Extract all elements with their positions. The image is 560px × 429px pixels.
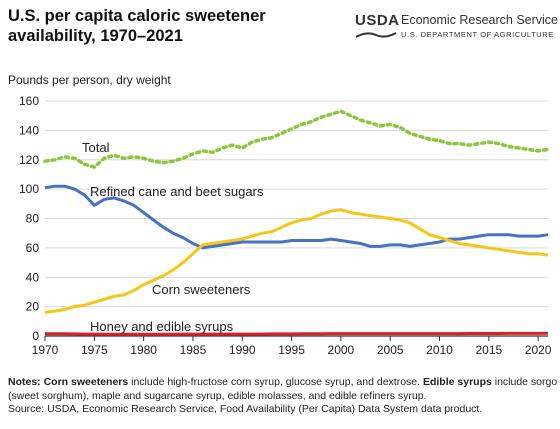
x-tick-label: 1995 [278, 343, 305, 357]
y-tick-label: 60 [26, 241, 40, 255]
notes-prefix: Notes: [8, 376, 44, 388]
notes-text-syrups: include sorgo (sweet sorghum), maple and… [8, 376, 558, 402]
x-tick-label: 2015 [475, 343, 502, 357]
y-tick-label: 100 [19, 182, 39, 196]
series-label: Corn sweeteners [152, 282, 251, 297]
series-line-refined-cane-and-beet-sugars [44, 184, 549, 250]
series-line-corn-sweeteners [44, 208, 549, 314]
x-tick-label: 2000 [328, 343, 355, 357]
x-tick-label: 2020 [525, 343, 552, 357]
x-tick-label: 2010 [426, 343, 453, 357]
notes-term-syrups: Edible syrups [422, 376, 492, 388]
series-line-honey-and-edible-syrups [45, 331, 549, 336]
series-label: Honey and edible syrups [90, 319, 234, 334]
notes-text-corn: include high-fructose corn syrup, glucos… [128, 376, 423, 388]
notes-paragraph: Notes: Corn sweeteners include high-fruc… [8, 376, 558, 403]
line-chart: 0 20 40 60 80 100 120 140 160 1970 1975 1980 1985 199… [19, 94, 552, 357]
x-tick-label: 1980 [130, 343, 157, 357]
y-tick-label: 160 [19, 94, 39, 108]
y-tick-label: 20 [26, 300, 40, 314]
y-tick-label: 80 [26, 212, 40, 226]
chart-title: U.S. per capita caloric sweetener availa… [8, 7, 266, 45]
usda-swoosh-icon [355, 32, 397, 38]
x-tick-label: 1985 [180, 343, 207, 357]
x-tick-label: 2005 [377, 343, 404, 357]
source-line: Source: USDA, Economic Research Service,… [8, 403, 483, 415]
notes-term-corn: Corn sweeteners [43, 376, 129, 388]
series-label: Refined cane and beet sugars [90, 184, 264, 199]
department-name: U.S. DEPARTMENT OF AGRICULTURE [401, 30, 554, 39]
chart-notes: Notes: Corn sweeteners include high-fruc… [8, 376, 558, 417]
y-tick-label: 40 [26, 270, 40, 284]
series-line-total [43, 109, 550, 169]
series-label: Total [82, 140, 110, 155]
y-tick-label: 0 [32, 329, 39, 343]
usda-logo-text: USDA [355, 12, 400, 29]
y-axis-label: Pounds per person, dry weight [8, 73, 171, 87]
usda-ers-logo: USDA Economic Research Service U.S. DEPA… [355, 10, 559, 42]
y-tick-label: 120 [19, 153, 39, 167]
y-tick-label: 140 [19, 123, 39, 137]
x-tick-label: 1990 [229, 343, 256, 357]
agency-name: Economic Research Service [401, 13, 559, 27]
x-tick-label: 1975 [81, 343, 108, 357]
x-tick-label: 1970 [32, 343, 59, 357]
